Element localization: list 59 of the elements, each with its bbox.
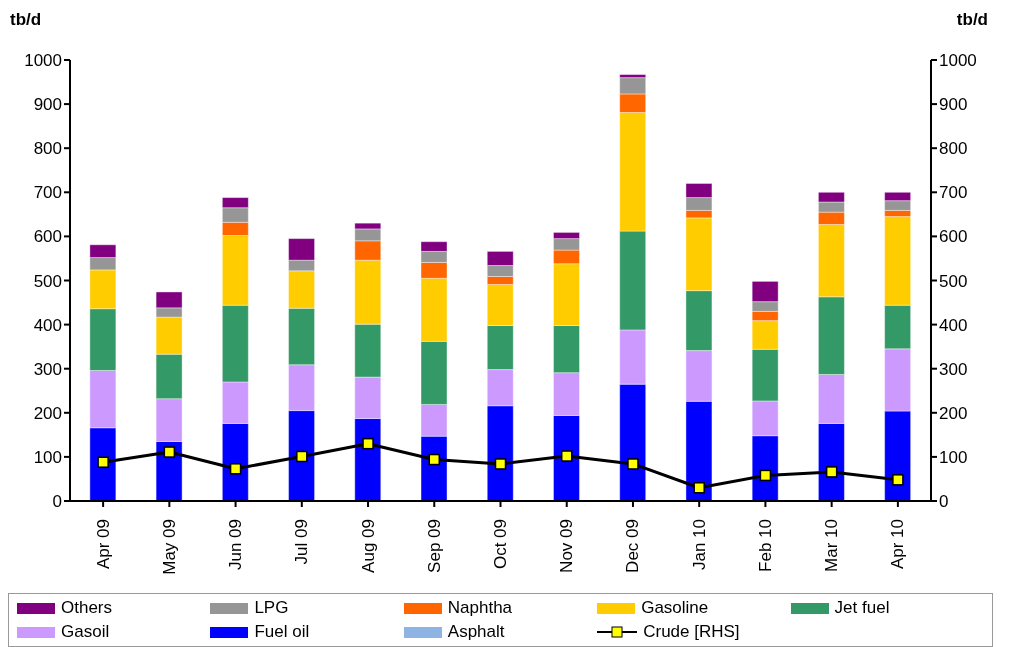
point [627,458,639,470]
point [560,450,573,462]
y-tick-label: 600 [33,227,62,247]
y-tick-label: 0 [52,492,62,512]
x-tick-label: Oct 09 [491,519,510,570]
legend-label: Gasoil [61,622,110,642]
y2-axis-title: tb/d [956,10,988,30]
x-tick-label: Jul 09 [292,519,312,565]
y2-tick-label: 200 [939,403,968,423]
legend-label: Gasoline [641,598,709,618]
x-tick-label: Feb 10 [755,519,775,572]
y2-tick-label: 100 [939,447,968,467]
y2-tick-label: 600 [939,227,968,247]
legend-label: Jet fuel [834,598,890,618]
legend-label: LPG [254,598,289,618]
legend-label: Fuel oil [254,622,310,642]
x-tick-label: Apr 09 [93,519,113,570]
point [97,456,109,468]
y-tick-label: 200 [33,403,62,423]
x-tick-label: Mar 10 [822,519,842,572]
point [693,482,705,494]
y-axis-title: tb/d [10,10,42,30]
point [892,474,904,486]
y-tick-label: 500 [33,271,62,291]
x-tick-label: Apr 10 [888,519,908,570]
legend-label: Naphtha [447,598,513,618]
y-tick-label: 100 [33,447,62,467]
x-tick-label: Jun 09 [226,519,246,571]
y2-tick-label: 500 [939,271,968,291]
y-tick-label: 900 [33,95,62,115]
legend-label: Crude [RHS] [643,622,740,642]
y-tick-label: 700 [33,183,62,203]
y-tick-label: 1000 [24,51,62,71]
point [759,469,772,482]
y-tick-label: 300 [33,359,62,379]
y2-tick-label: 300 [939,359,968,379]
legend-label: Asphalt [447,622,505,642]
point [163,446,176,458]
point [494,458,507,470]
y2-tick-label: 0 [939,492,949,512]
x-tick-label: Jan 10 [689,519,709,571]
point [428,453,441,466]
y2-tick-label: 900 [939,95,968,115]
x-tick-label: May 09 [159,519,179,575]
x-tick-label: Aug 09 [358,519,378,573]
point [229,463,242,475]
y2-tick-label: 400 [939,315,968,335]
x-tick-label: Nov 09 [557,519,577,573]
y2-tick-label: 700 [939,183,968,203]
y2-tick-label: 1000 [939,51,977,71]
y-tick-label: 400 [33,315,62,335]
point [362,437,374,450]
x-tick-label: Dec 09 [623,519,643,573]
legend-label: Others [61,598,113,618]
y-tick-label: 800 [33,139,62,159]
x-tick-label: Sep 09 [424,519,444,573]
point [825,466,838,478]
point [296,450,308,463]
y2-tick-label: 800 [939,139,968,159]
